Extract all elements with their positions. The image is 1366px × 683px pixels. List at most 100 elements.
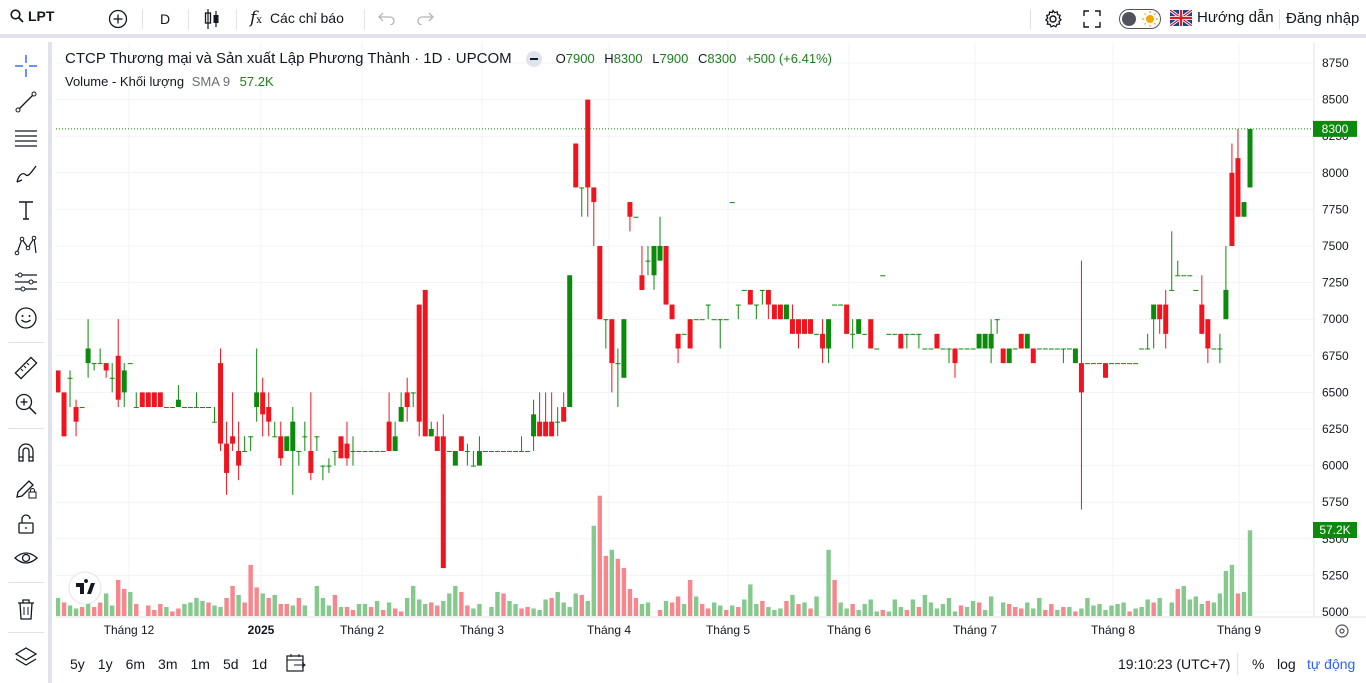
candle[interactable] [470,450,476,467]
candle[interactable] [777,304,783,320]
candle[interactable] [886,333,892,335]
candle[interactable] [771,304,777,320]
candle[interactable] [488,450,494,452]
candle[interactable] [675,333,681,364]
candle[interactable] [296,450,302,466]
candle[interactable] [633,216,639,218]
candle[interactable] [579,187,585,217]
candle[interactable] [272,421,278,438]
candle[interactable] [410,392,416,408]
candle[interactable] [494,450,500,452]
candle[interactable] [1145,333,1151,350]
candle[interactable] [380,450,386,452]
candle[interactable] [127,363,133,365]
crosshair-tool[interactable] [12,52,40,80]
candle[interactable] [910,333,916,335]
candle[interactable] [765,289,771,320]
candle[interactable] [838,304,844,306]
candle[interactable] [856,319,862,334]
candle[interactable] [85,319,91,378]
candle[interactable] [1084,363,1090,365]
zoom-tool[interactable] [12,390,40,418]
candle[interactable] [1066,348,1072,350]
legend-title[interactable]: CTCP Thương mại và Sản xuất Lập Phương T… [65,50,512,67]
auto-scale-toggle[interactable]: tự động [1307,656,1356,672]
candle[interactable] [133,392,139,409]
candle[interactable] [693,319,699,321]
text-tool[interactable] [12,196,40,224]
axis-settings-button[interactable] [1335,624,1349,638]
candle[interactable] [1247,128,1253,188]
candle[interactable] [1109,363,1115,365]
candle[interactable] [151,392,157,408]
candle[interactable] [464,443,470,466]
candle[interactable] [1054,348,1060,350]
candle[interactable] [795,319,801,349]
candle[interactable] [290,407,296,495]
candle[interactable] [844,304,850,334]
candle[interactable] [1060,348,1066,364]
goto-date-button[interactable] [285,653,307,676]
candle[interactable] [1229,143,1235,246]
candle[interactable] [1157,304,1163,334]
candle[interactable] [452,450,458,466]
candle[interactable] [832,304,838,306]
candle[interactable] [1078,260,1084,510]
candle[interactable] [922,348,928,350]
candle[interactable] [609,319,615,393]
magnet-tool[interactable] [12,438,40,466]
range-button-1d[interactable]: 1d [251,656,268,672]
candle[interactable] [218,348,224,451]
candle[interactable] [73,399,79,437]
candle[interactable] [723,319,729,321]
candle[interactable] [308,392,314,481]
candle[interactable] [958,348,964,350]
candle[interactable] [603,319,609,349]
undo-button[interactable] [378,11,396,30]
candle[interactable] [356,450,362,452]
candle[interactable] [338,436,344,459]
candle[interactable] [1175,260,1181,277]
candle[interactable] [500,450,506,452]
candle[interactable] [1133,363,1139,365]
candle[interactable] [1163,289,1169,349]
candle[interactable] [892,333,898,335]
candle[interactable] [97,348,103,365]
remove-drawings-tool[interactable] [12,595,40,623]
candle[interactable] [1036,348,1042,350]
brush-tool[interactable] [12,160,40,188]
candle[interactable] [1223,246,1229,320]
chart-canvas[interactable]: 8750850082508000775075007250700067506500… [51,42,1366,645]
candle[interactable] [1103,363,1109,378]
candle[interactable] [1012,348,1018,350]
candle[interactable] [513,450,519,452]
candle[interactable] [1072,348,1078,364]
range-button-6m[interactable]: 6m [125,656,146,672]
candle[interactable] [874,348,880,350]
candle[interactable] [314,436,320,451]
theme-toggle[interactable] [1119,9,1161,34]
candle[interactable] [621,319,627,378]
candle[interactable] [555,407,561,437]
candle[interactable] [187,407,193,409]
candle[interactable] [988,319,994,364]
candle[interactable] [982,333,988,349]
candle[interactable] [1096,363,1102,365]
candle[interactable] [519,436,525,452]
candle[interactable] [753,304,759,320]
candle[interactable] [326,458,332,473]
candle[interactable] [862,333,868,335]
candle[interactable] [657,216,663,261]
percent-toggle[interactable]: % [1252,656,1265,672]
indicators-button[interactable]: fx Các chỉ báo [250,8,344,28]
candle[interactable] [482,450,488,452]
candle[interactable] [1042,348,1048,350]
range-button-1y[interactable]: 1y [97,656,113,672]
candle[interactable] [266,392,272,437]
candle[interactable] [537,392,543,437]
candle[interactable] [994,319,1000,334]
candle[interactable] [212,407,218,423]
candle[interactable] [139,392,145,408]
candle[interactable] [386,392,392,451]
candle[interactable] [645,246,651,276]
